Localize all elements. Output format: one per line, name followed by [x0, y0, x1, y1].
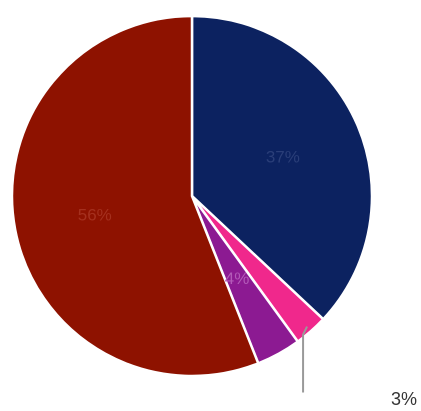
slice-label-outside: 3% — [391, 389, 417, 409]
pie-slice-37pct — [190, 14, 374, 321]
labels-layer: 37% 3% 4% 56% — [78, 148, 417, 409]
slice-label: 56% — [78, 206, 112, 225]
pie-slice-56pct — [10, 14, 260, 378]
slices-layer — [10, 14, 374, 378]
slice-label: 4% — [225, 269, 250, 288]
leader-line — [302, 326, 308, 393]
slice-label: 37% — [266, 148, 300, 167]
